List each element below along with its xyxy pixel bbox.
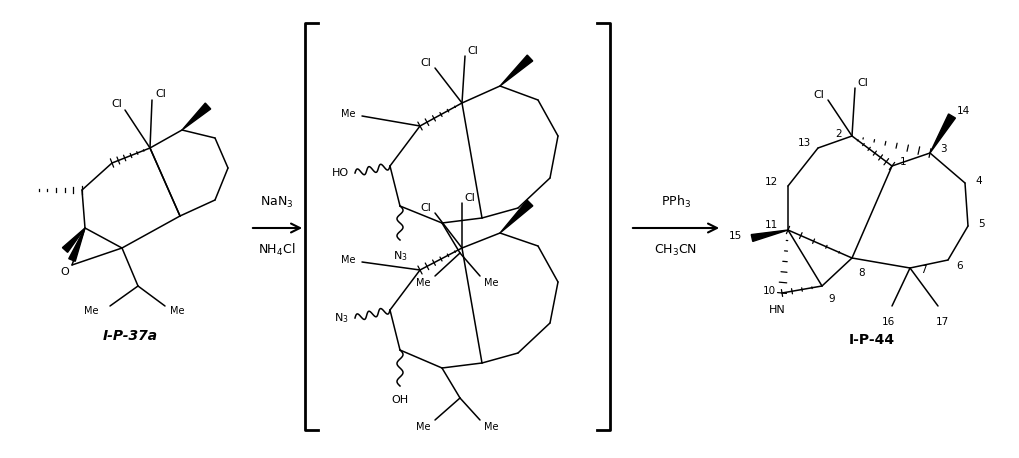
Text: OH: OH [391,395,409,405]
Polygon shape [929,114,955,153]
Text: N$_3$: N$_3$ [334,311,348,325]
Text: CH$_3$CN: CH$_3$CN [654,242,697,257]
Polygon shape [62,228,85,252]
Text: Cl: Cl [464,193,475,203]
Text: I-P-44: I-P-44 [848,333,895,347]
Polygon shape [499,55,532,86]
Text: PPh$_3$: PPh$_3$ [660,194,690,210]
Text: Me: Me [341,255,356,265]
Text: Me: Me [84,306,98,316]
Text: Cl: Cl [155,89,166,99]
Text: 15: 15 [728,231,741,241]
Text: 6: 6 [955,261,962,271]
Text: Me: Me [341,109,356,119]
Polygon shape [68,228,85,262]
Text: N$_3$: N$_3$ [392,249,407,263]
Text: 2: 2 [835,129,841,139]
Text: 1: 1 [899,157,906,167]
Text: 5: 5 [977,219,983,229]
Text: 9: 9 [827,294,834,304]
Text: Cl: Cl [111,99,122,109]
Text: Me: Me [416,278,431,288]
Text: Me: Me [170,306,184,316]
Text: Me: Me [484,422,498,432]
Text: Me: Me [484,278,498,288]
Text: 8: 8 [857,268,864,278]
Text: 7: 7 [919,265,925,275]
Text: Cl: Cl [467,46,478,56]
Text: HO: HO [331,168,348,178]
Text: Cl: Cl [856,78,867,88]
Text: 13: 13 [797,138,810,148]
Text: 3: 3 [940,144,946,154]
Polygon shape [181,103,211,130]
Text: 14: 14 [956,106,969,116]
Text: Cl: Cl [420,203,431,213]
Text: Me: Me [416,422,431,432]
Text: I-P-37a: I-P-37a [102,329,157,343]
Text: O: O [60,267,69,277]
Text: 4: 4 [974,176,980,186]
Text: 11: 11 [764,220,777,230]
Text: Cl: Cl [420,58,431,68]
Text: 16: 16 [880,317,894,327]
Text: Cl: Cl [812,90,823,100]
Text: 12: 12 [764,177,777,187]
Text: HN: HN [768,305,785,315]
Text: NaN$_3$: NaN$_3$ [260,195,293,210]
Polygon shape [499,200,532,233]
Polygon shape [751,230,788,241]
Text: NH$_4$Cl: NH$_4$Cl [258,242,296,258]
Text: 10: 10 [762,286,775,296]
Text: 17: 17 [934,317,948,327]
